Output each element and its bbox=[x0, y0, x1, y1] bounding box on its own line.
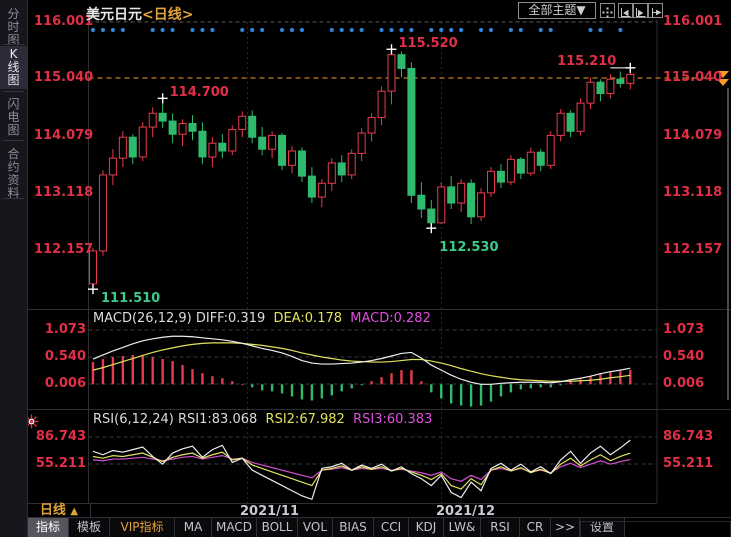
toolbar-item-macd[interactable]: MACD bbox=[212, 518, 257, 537]
sidebar-divider bbox=[3, 198, 24, 199]
toolbar-item-vol[interactable]: VOL bbox=[298, 518, 333, 537]
price-annotation-115.520: 115.520 bbox=[398, 36, 458, 52]
toolbar-item-bias[interactable]: BIAS bbox=[333, 518, 374, 537]
price-axis-label: 116.001 bbox=[34, 14, 94, 29]
rsi-title: RSI(6,12,24) RSI1:83.068 bbox=[93, 412, 258, 427]
rsi2-value-label: RSI2:67.982 bbox=[265, 412, 345, 427]
rsi-axis-label: 86.743 bbox=[663, 429, 714, 444]
toolbar-item-[interactable]: 设置 bbox=[580, 518, 625, 537]
sidebar-divider bbox=[3, 44, 24, 45]
sidebar-divider bbox=[3, 91, 24, 92]
toolbar-item-vip[interactable]: VIP指标 bbox=[110, 518, 175, 537]
toolbar-item-ma[interactable]: MA bbox=[175, 518, 212, 537]
price-axis-label: 113.118 bbox=[663, 185, 723, 200]
macd-value-label: MACD:0.282 bbox=[350, 311, 431, 326]
price-annotation-112.530: 112.530 bbox=[439, 240, 499, 256]
page-title: 美元日元<日线> bbox=[86, 4, 193, 24]
price-annotation-114.700: 114.700 bbox=[169, 85, 229, 101]
toolbar-item-kdj[interactable]: KDJ bbox=[409, 518, 444, 537]
sidebar-divider bbox=[3, 140, 24, 141]
price-axis-label: 116.001 bbox=[663, 14, 723, 29]
xaxis-date-december: 2021/12 bbox=[436, 504, 496, 519]
chevron-up-icon: ▲ bbox=[70, 506, 79, 517]
toolbar-item-cr[interactable]: CR bbox=[520, 518, 551, 537]
macd-axis-label: 0.540 bbox=[663, 349, 705, 364]
rsi3-value-label: RSI3:60.383 bbox=[353, 412, 433, 427]
toolbar-item-[interactable]: 模板 bbox=[69, 518, 110, 537]
macd-title: MACD(26,12,9) DIFF:0.319 bbox=[93, 311, 266, 326]
symbol-name: 美元日元 bbox=[86, 7, 142, 23]
macd-axis-label: 0.006 bbox=[663, 376, 705, 391]
toolbar-item-rsi[interactable]: RSI bbox=[481, 518, 520, 537]
rsi-axis-label: 86.743 bbox=[35, 429, 86, 444]
price-axis-label: 114.079 bbox=[663, 128, 723, 143]
macd-axis-label: 0.006 bbox=[44, 376, 86, 391]
price-axis-label: 113.118 bbox=[34, 185, 94, 200]
rsi-panel-header: RSI(6,12,24) RSI1:83.068 RSI2:67.982 RSI… bbox=[93, 412, 432, 427]
compress-xaxis-icon[interactable] bbox=[618, 3, 633, 18]
price-axis-label: 114.079 bbox=[34, 128, 94, 143]
sidebar-tab-0[interactable]: 分时图 bbox=[7, 7, 20, 47]
indicator-toolbar: 指标 模板 VIP指标 MA MACD BOLL VOL BIAS CCI KDJ LW& RSI CR… bbox=[28, 518, 625, 537]
toolbar-item-boll[interactable]: BOLL bbox=[257, 518, 298, 537]
rsi-axis-label: 55.211 bbox=[35, 456, 86, 471]
toolbar-item-[interactable]: 指标 bbox=[28, 518, 69, 537]
xaxis-date-november: 2021/11 bbox=[240, 504, 300, 519]
price-axis-label: 112.157 bbox=[663, 242, 723, 257]
rsi-axis-label: 55.211 bbox=[663, 456, 714, 471]
sidebar-tab-3[interactable]: 合约资料 bbox=[7, 147, 20, 200]
period-tab-label: 日线 bbox=[39, 503, 66, 518]
price-annotation-115.210: 115.210 bbox=[557, 53, 617, 69]
sidebar-tab-2[interactable]: 闪电图 bbox=[7, 97, 20, 137]
macd-axis-label: 0.540 bbox=[44, 349, 86, 364]
theme-dropdown-button[interactable]: 全部主题▼ bbox=[518, 2, 596, 19]
price-axis-label: 112.157 bbox=[34, 242, 94, 257]
macd-axis-label: 1.073 bbox=[663, 322, 705, 337]
price-axis-label: 115.040 bbox=[663, 70, 723, 85]
pan-right-icon[interactable] bbox=[648, 3, 663, 18]
expand-xaxis-icon[interactable] bbox=[633, 3, 648, 18]
macd-axis-label: 1.073 bbox=[44, 322, 86, 337]
crosshair-icon[interactable] bbox=[600, 3, 615, 18]
toolbar-empty-panel bbox=[580, 521, 731, 537]
toolbar-item-cci[interactable]: CCI bbox=[374, 518, 409, 537]
period-suffix: <日线> bbox=[142, 7, 194, 23]
macd-panel-header: MACD(26,12,9) DIFF:0.319 DEA:0.178 MACD:… bbox=[93, 311, 431, 326]
price-axis-label: 115.040 bbox=[34, 70, 94, 85]
toolbar-item-lw[interactable]: LW& bbox=[444, 518, 481, 537]
period-tab-daily[interactable]: 日线 ▲ bbox=[28, 504, 91, 517]
dea-value-label: DEA:0.178 bbox=[273, 311, 343, 326]
price-annotation-111.510: 111.510 bbox=[101, 291, 161, 307]
toolbar-item-[interactable]: >> bbox=[551, 518, 580, 537]
